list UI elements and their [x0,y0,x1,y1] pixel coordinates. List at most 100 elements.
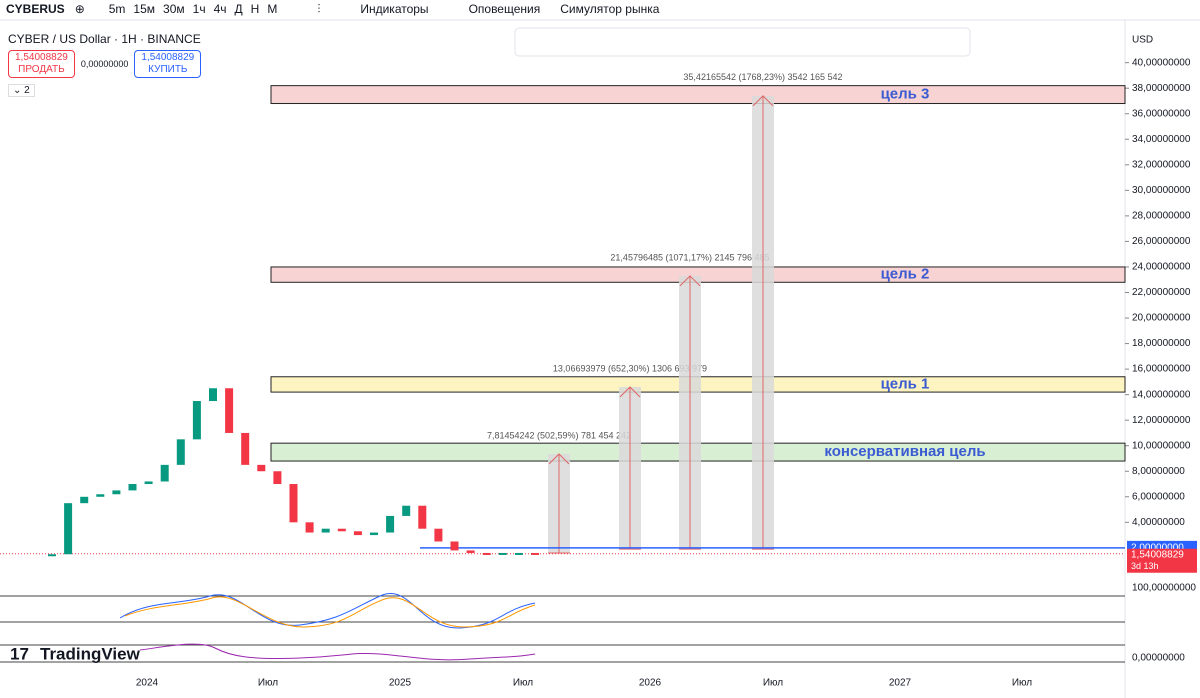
y-tick-label: 22,00000000 [1132,287,1191,298]
intervals: 5m 15м 30м 1ч 4ч Д Н М [109,2,278,16]
candle [514,552,523,555]
interval[interactable]: Д [234,2,243,16]
symbol[interactable]: CYBERUS [6,2,65,16]
sell-label: ПРОДАТЬ [18,64,65,75]
y-tick-label: 36,00000000 [1132,108,1191,119]
y-tick-label: 34,00000000 [1132,134,1191,145]
candle [160,464,169,482]
y-tick-label: 8,00000000 [1132,466,1185,477]
candle [80,496,89,504]
candle [450,541,459,551]
candle [192,401,201,440]
candle [370,532,378,536]
candle [209,388,217,402]
candle [434,528,443,542]
candle [305,522,314,533]
x-tick-label: 2027 [889,678,912,689]
candle [386,515,395,533]
y-tick-label: 24,00000000 [1132,262,1191,273]
interval[interactable]: 15м [133,2,156,16]
y-tick-label: 10,00000000 [1132,440,1191,451]
collapse-indicators[interactable]: ⌄ 2 [8,84,35,97]
x-tick-label: 2026 [639,678,662,689]
candle [418,505,427,529]
candle [498,552,507,555]
toolbar: CYBERUS ⊕ 5m 15м 30м 1ч 4ч Д Н М ⫶ Индикаторы О… [0,0,1200,18]
x-tick-label: Июл [1012,678,1032,689]
arrow-head [679,275,701,287]
y-tick-label: 26,00000000 [1132,236,1191,247]
x-tick-label: Июл [513,678,533,689]
sell-button[interactable]: 1,54008829 ПРОДАТЬ [8,50,75,78]
level-tag-label: 2,00000000 [1131,543,1184,554]
collapsed-count: 2 [24,85,30,96]
candle [225,388,234,433]
arrow-head [752,95,774,107]
candle [321,528,330,533]
x-tick-label: 2024 [136,678,159,689]
measure-label: 21,45796485 (1071,17%) 2145 796 485 [610,252,769,262]
alerts[interactable]: Оповещения [468,2,541,16]
measure-label: 7,81454242 (502,59%) 781 454 242 [487,430,631,440]
candle [482,552,491,555]
zone-label: цель 1 [881,375,930,392]
interval[interactable]: 4ч [213,2,227,16]
candle [96,494,105,497]
sell-price: 1,54008829 [15,52,68,63]
candle [64,503,73,555]
target-zone [270,85,1126,105]
brand-logo: 17 [10,644,29,663]
countdown: 3d 13h [1131,561,1159,571]
y-tick-label: 14,00000000 [1132,389,1191,400]
replay[interactable]: Симулятор рынка [560,2,660,16]
y-tick-label: 18,00000000 [1132,338,1191,349]
y-tick-label: 20,00000000 [1132,313,1191,324]
candle [531,552,539,555]
y-tick-label: 4,00000000 [1132,517,1185,528]
price-tag-label: 1,54008829 [1131,549,1184,560]
rsi [139,643,536,661]
y-tick-label: 32,00000000 [1132,159,1191,170]
candle [337,528,346,532]
interval[interactable]: 1ч [192,2,206,16]
candle [466,550,475,553]
zone-label: цель 3 [881,86,930,103]
y-tick-label: 28,00000000 [1132,211,1191,222]
y-tick-label: 30,00000000 [1132,185,1191,196]
brand: TradingView [40,644,141,663]
interval[interactable]: Н [250,2,260,16]
currency: USD [1132,35,1153,46]
candle [48,554,56,557]
y-tick-label: 6,00000000 [1132,491,1185,502]
candle [112,490,121,495]
y-tick-label: 12,00000000 [1132,415,1191,426]
interval[interactable]: 5m [108,2,126,16]
candle [144,481,153,485]
arrow-head [548,453,570,465]
indicators[interactable]: Индикаторы [360,2,429,16]
add-symbol[interactable]: ⊕ [74,2,85,16]
drawing-toolbar [514,27,971,57]
zone-label: консервативная цель [824,443,985,460]
y-tick-label: 40,00000000 [1132,57,1191,68]
interval[interactable]: 30м [163,2,185,16]
x-tick-label: Июл [258,678,278,689]
zone-label: цель 2 [881,266,930,283]
x-tick-label: Июл [763,678,783,689]
buy-label: КУПИТЬ [148,64,188,75]
stoch-d [124,596,536,628]
chart-style[interactable]: ⫶ [317,1,321,16]
interval[interactable]: М [267,2,278,16]
candle [176,439,185,465]
osc-tick-label: 100,00000000 [1132,583,1196,594]
candle [402,505,411,516]
x-tick-label: 2025 [389,678,412,689]
arrow-head [619,386,641,398]
legend: CYBER / US Dollar · 1H · BINANCE 1,54008… [8,32,202,97]
buy-button[interactable]: 1,54008829 КУПИТЬ [134,50,202,78]
buy-price: 1,54008829 [141,52,195,63]
measure-label: 13,06693979 (652,30%) 1306 693 979 [553,363,707,373]
